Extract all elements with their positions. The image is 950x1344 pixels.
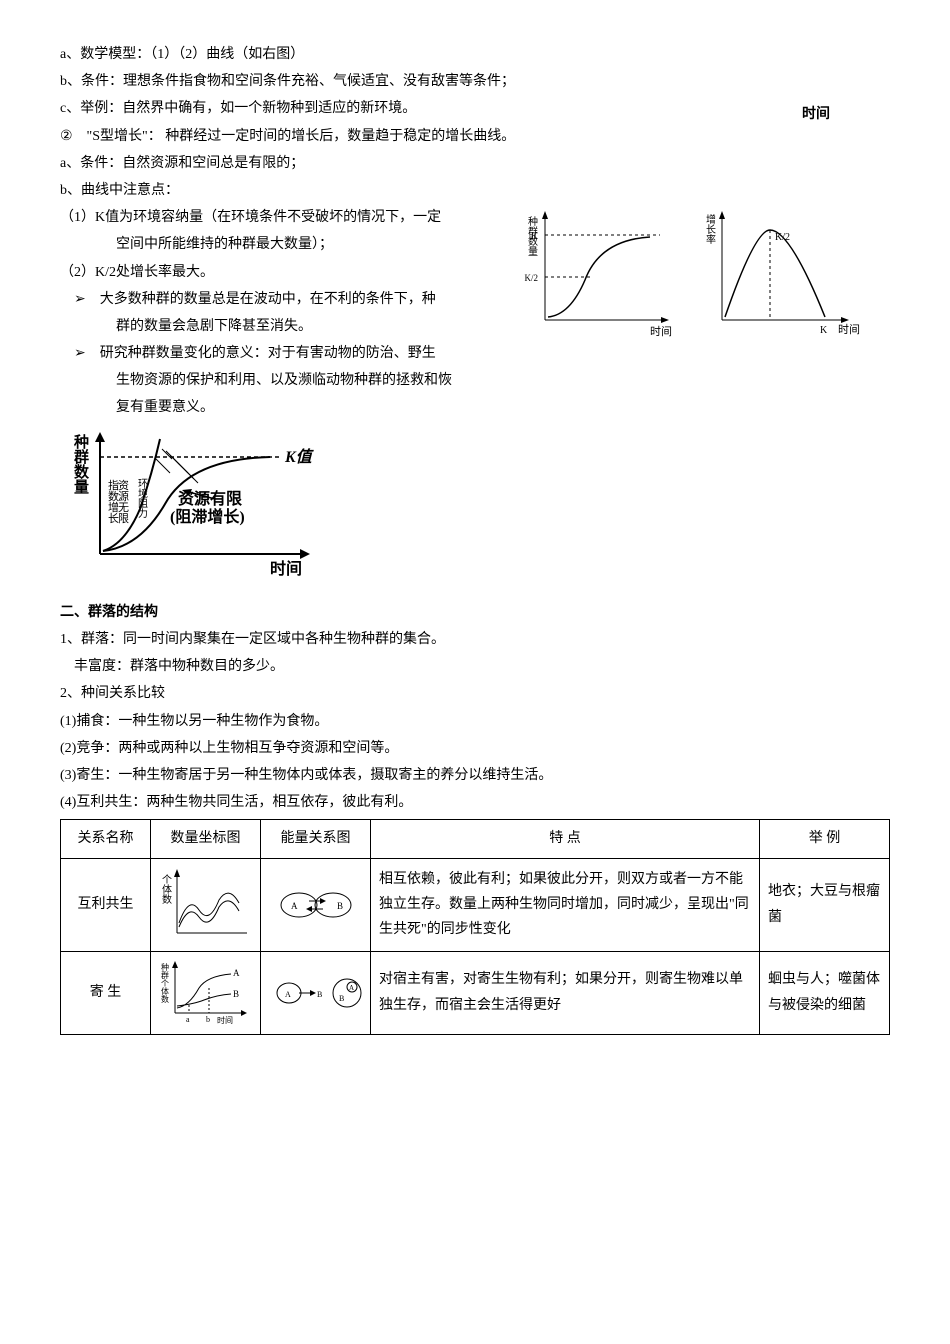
svg-text:时间: 时间 xyxy=(217,1015,233,1025)
cell-example-0: 地衣；大豆与根瘤菌 xyxy=(760,858,890,951)
section2-title: 二、群落的结构 xyxy=(60,600,890,625)
svg-text:A: A xyxy=(291,901,298,911)
svg-text:b: b xyxy=(206,1015,210,1024)
th-name: 关系名称 xyxy=(61,820,151,858)
k2-tick: K/2 xyxy=(525,273,539,283)
r-xlabel: 时间 xyxy=(838,323,860,336)
svg-text:B: B xyxy=(317,990,322,999)
svg-text:种群个体数: 种群个体数 xyxy=(161,962,169,1004)
cell-name-0: 互利共生 xyxy=(61,858,151,951)
svg-text:A: A xyxy=(233,968,240,978)
line-b: b、条件：理想条件指食物和空间条件充裕、气候适宜、没有敌害等条件； xyxy=(60,69,890,94)
bullet2b: 生物资源的保护和利用、以及濒临动物种群的拯救和恢 xyxy=(60,368,500,393)
bullet2: ➢ 研究种群数量变化的意义：对于有害动物的防治、野生 xyxy=(60,341,500,366)
side-charts: 种群数量 K K/2 时间 增长率 K/2 K 时间 xyxy=(520,205,860,345)
s-curve-chart: 种群数量 K K/2 时间 xyxy=(520,205,680,345)
svg-text:B: B xyxy=(337,901,343,911)
th-qty: 数量坐标图 xyxy=(151,820,261,858)
line-sb: b、曲线中注意点： xyxy=(60,178,890,203)
svg-text:A: A xyxy=(285,990,291,999)
s-xlabel: 时间 xyxy=(650,325,672,338)
cell-example-1: 蛔虫与人；噬菌体与被侵染的细菌 xyxy=(760,951,890,1034)
th-example: 举 例 xyxy=(760,820,890,858)
s2-p1: 1、群落：同一时间内聚集在一定区域中各种生物种群的集合。 xyxy=(60,627,890,652)
bullet1: ➢ 大多数种群的数量总是在波动中，在不利的条件下，种 xyxy=(60,287,500,312)
cell-feature-0: 相互依赖，彼此有利；如果彼此分开，则双方或者一方不能独立生存。数量上两种生物同时… xyxy=(371,858,760,951)
bg-annot3a: 资源有限 xyxy=(178,489,243,508)
bullet1-text: 大多数种群的数量总是在波动中，在不利的条件下，种 xyxy=(100,292,436,307)
th-energy: 能量关系图 xyxy=(261,820,371,858)
line-c: c、举例：自然界中确有，如一个新物种到适应的新环境。 xyxy=(60,96,890,121)
svg-text:个体数: 个体数 xyxy=(162,874,172,906)
s2-r3: (3)寄生：一种生物寄居于另一种生物体内或体表，摄取寄主的养分以维持生活。 xyxy=(60,763,890,788)
svg-text:B: B xyxy=(339,994,344,1003)
big-growth-graph: 种群数量 K值 指资数源增无长限 环境阻力 资源有限 (阻滞增长) 时间 xyxy=(70,429,330,579)
r-k: K xyxy=(820,325,828,336)
s2-r2: (2)竞争：两种或两种以上生物相互争夺资源和空间等。 xyxy=(60,736,890,761)
bullet2c: 复有重要意义。 xyxy=(60,395,500,420)
svg-text:B: B xyxy=(233,989,239,999)
r-k2: K/2 xyxy=(775,232,790,243)
cell-energy-0: A B xyxy=(261,858,371,951)
k-tick: K xyxy=(531,231,539,242)
cell-energy-1: A B A B xyxy=(261,951,371,1034)
bg-ylabel: 种群数量 xyxy=(73,433,90,496)
table-header-row: 关系名称 数量坐标图 能量关系图 特 点 举 例 xyxy=(61,820,890,858)
table-row: 互利共生 个体数 A B 相互依赖，彼此有利；如果 xyxy=(61,858,890,951)
line-s1: （1）K值为环境容纳量（在环境条件不受破坏的情况下，一定 xyxy=(60,205,500,230)
cell-qty-1: 种群个体数 A B a b 时间 xyxy=(151,951,261,1034)
line-sa: a、条件：自然资源和空间总是有限的； xyxy=(60,151,890,176)
s2-r4: (4)互利共生：两种生物共同生活，相互依存，彼此有利。 xyxy=(60,790,890,815)
line-s1b: 空间中所能维持的种群最大数量）； xyxy=(60,232,500,257)
top-time-label: 时间 xyxy=(802,102,830,127)
s-curve-section: （1）K值为环境容纳量（在环境条件不受破坏的情况下，一定 空间中所能维持的种群最… xyxy=(60,205,890,421)
svg-text:A: A xyxy=(349,984,354,992)
r-ylabel: 增长率 xyxy=(706,213,716,246)
table-row: 寄 生 种群个体数 A B a b 时间 A xyxy=(61,951,890,1034)
line-a: a、数学模型：（1）（2）曲线（如右图） xyxy=(60,42,890,67)
bullet1b: 群的数量会急剧下降甚至消失。 xyxy=(60,314,500,339)
bg-kvalue: K值 xyxy=(284,448,315,466)
line-circle2: ② "S型增长"： 种群经过一定时间的增长后，数量趋于稳定的增长曲线。 xyxy=(60,124,890,149)
s2-p2: 2、种间关系比较 xyxy=(60,681,890,706)
bullet2-text: 研究种群数量变化的意义：对于有害动物的防治、野生 xyxy=(100,346,436,361)
relation-table: 关系名称 数量坐标图 能量关系图 特 点 举 例 互利共生 个体数 A B xyxy=(60,819,890,1034)
bg-annot3b: (阻滞增长) xyxy=(170,507,245,526)
bg-annot2: 环境阻力 xyxy=(138,479,148,520)
th-feature: 特 点 xyxy=(371,820,760,858)
line-s2: （2）K/2处增长率最大。 xyxy=(60,260,500,285)
s2-p1b: 丰富度：群落中物种数目的多少。 xyxy=(60,654,890,679)
rate-chart: 增长率 K/2 K 时间 xyxy=(700,205,860,345)
bg-annot1v: 指资数源增无长限 xyxy=(108,478,129,525)
cell-name-1: 寄 生 xyxy=(61,951,151,1034)
page: 时间 a、数学模型：（1）（2）曲线（如右图） b、条件：理想条件指食物和空间条… xyxy=(60,42,890,1035)
bg-xlabel: 时间 xyxy=(270,559,302,578)
cell-feature-1: 对宿主有害，对寄生生物有利；如果分开，则寄生物难以单独生存，而宿主会生活得更好 xyxy=(371,951,760,1034)
cell-qty-0: 个体数 xyxy=(151,858,261,951)
svg-text:a: a xyxy=(186,1015,190,1024)
s2-r1: (1)捕食：一种生物以另一种生物作为食物。 xyxy=(60,709,890,734)
